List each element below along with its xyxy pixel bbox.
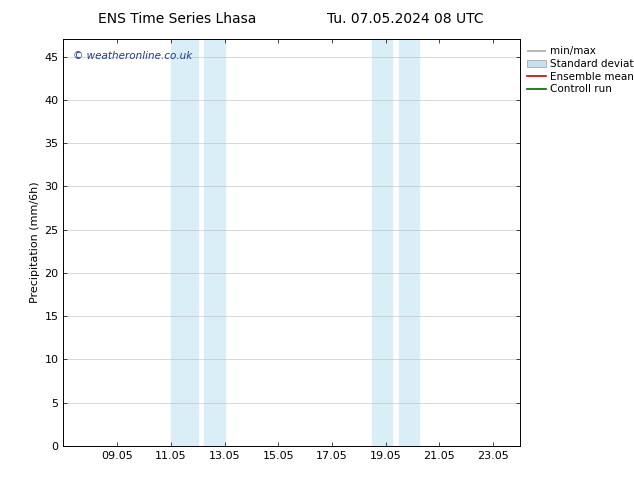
- Text: Tu. 07.05.2024 08 UTC: Tu. 07.05.2024 08 UTC: [327, 12, 484, 26]
- Legend: min/max, Standard deviation, Ensemble mean run, Controll run: min/max, Standard deviation, Ensemble me…: [525, 45, 634, 97]
- Bar: [399, 39, 419, 446]
- Text: © weatheronline.co.uk: © weatheronline.co.uk: [72, 51, 191, 61]
- Text: ENS Time Series Lhasa: ENS Time Series Lhasa: [98, 12, 257, 26]
- Bar: [204, 39, 224, 446]
- Bar: [171, 39, 198, 446]
- Y-axis label: Precipitation (mm/6h): Precipitation (mm/6h): [30, 182, 40, 303]
- Bar: [372, 39, 392, 446]
